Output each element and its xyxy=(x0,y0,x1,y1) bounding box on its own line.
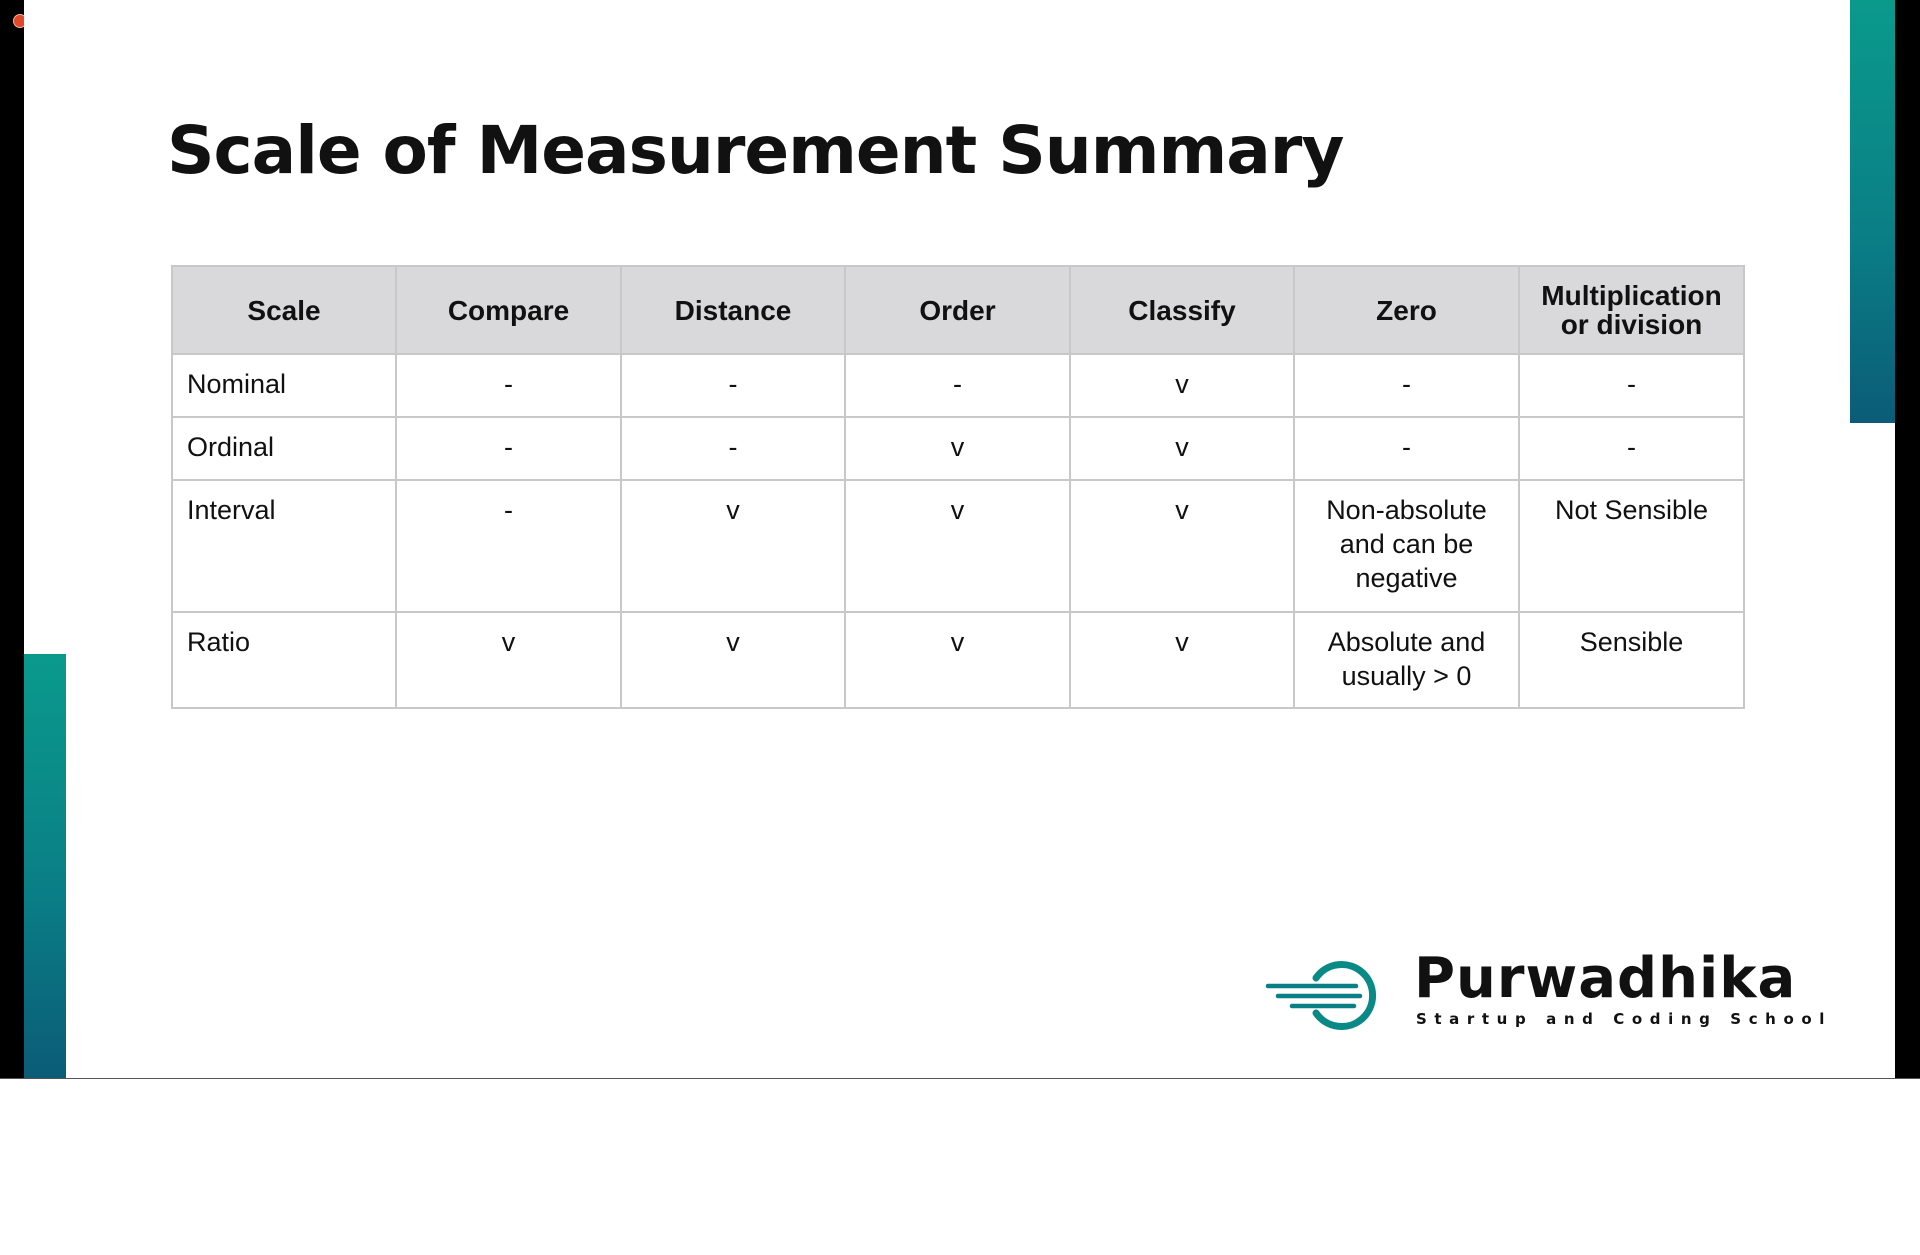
table-cell: - xyxy=(1518,416,1745,481)
purwadhika-logo-icon xyxy=(1265,961,1377,1030)
logo-name: Purwadhika xyxy=(1414,946,1797,1011)
table-cell: - xyxy=(1293,353,1520,418)
table-cell: v xyxy=(1069,353,1295,418)
table-row-interval: Interval - v v v Non-absolute and can be… xyxy=(171,479,1745,613)
table-cell: - xyxy=(1293,416,1520,481)
table-cell: v xyxy=(1069,416,1295,481)
header-zero: Zero xyxy=(1293,265,1520,355)
right-letterbox xyxy=(1895,0,1920,1079)
table-cell: - xyxy=(1518,353,1745,418)
header-distance: Distance xyxy=(620,265,846,355)
table-cell: - xyxy=(620,416,846,481)
table-cell: v xyxy=(1069,479,1295,613)
row-label: Interval xyxy=(171,479,397,613)
header-compare: Compare xyxy=(395,265,622,355)
accent-bar-bottom-left xyxy=(24,654,66,1079)
purwadhika-logo: Purwadhika Startup and Coding School xyxy=(1264,946,1864,1034)
table-cell: Non-absolute and can be negative xyxy=(1293,479,1520,613)
table-cell: Sensible xyxy=(1518,611,1745,709)
table-cell: v xyxy=(620,611,846,709)
table-cell: v xyxy=(395,611,622,709)
header-scale: Scale xyxy=(171,265,397,355)
summary-table: Scale Compare Distance Order Classify Ze… xyxy=(171,265,1745,709)
table-cell: v xyxy=(1069,611,1295,709)
accent-bar-top-right xyxy=(1850,0,1895,423)
table-cell: v xyxy=(844,416,1071,481)
row-label: Ratio xyxy=(171,611,397,709)
row-label: Nominal xyxy=(171,353,397,418)
table-row-nominal: Nominal - - - v - - xyxy=(171,353,1745,418)
header-multiplication-or-division: Multiplication or division xyxy=(1518,265,1745,355)
row-label: Ordinal xyxy=(171,416,397,481)
table-cell: - xyxy=(395,353,622,418)
table-cell: - xyxy=(620,353,846,418)
bottom-rule xyxy=(0,1078,1920,1079)
table-cell: Absolute and usually > 0 xyxy=(1293,611,1520,709)
header-order: Order xyxy=(844,265,1071,355)
slide-title: Scale of Measurement Summary xyxy=(167,112,1344,189)
table-row-ordinal: Ordinal - - v v - - xyxy=(171,416,1745,481)
table-cell: v xyxy=(844,479,1071,613)
table-row-ratio: Ratio v v v v Absolute and usually > 0 S… xyxy=(171,611,1745,709)
logo-tagline: Startup and Coding School xyxy=(1416,1010,1833,1028)
header-classify: Classify xyxy=(1069,265,1295,355)
table-cell: - xyxy=(395,479,622,613)
table-cell: - xyxy=(844,353,1071,418)
table-cell: Not Sensible xyxy=(1518,479,1745,613)
table-header-row: Scale Compare Distance Order Classify Ze… xyxy=(171,265,1745,355)
table-cell: - xyxy=(395,416,622,481)
table-cell: v xyxy=(620,479,846,613)
left-letterbox xyxy=(0,0,24,1079)
table-cell: v xyxy=(844,611,1071,709)
presentation-slide: Scale of Measurement Summary Scale Compa… xyxy=(24,0,1895,1079)
